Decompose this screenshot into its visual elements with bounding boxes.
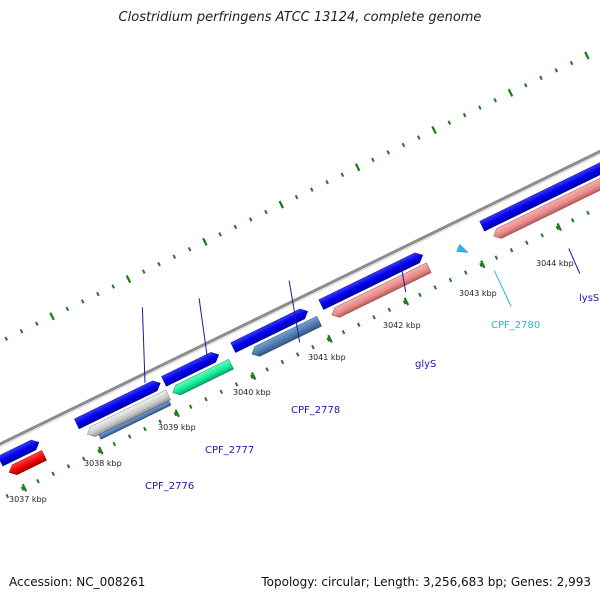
tick-labels: 3037 kbp 3038 kbp 3039 kbp 3040 kbp 3041… [9, 259, 574, 504]
inner-tick-ring [0, 165, 600, 521]
tick-label: 3037 kbp [9, 495, 47, 504]
reverse-strand-track [7, 174, 600, 477]
gene-label-cpf-2776[interactable]: CPF_2776 [145, 481, 194, 492]
tick-label: 3041 kbp [308, 353, 346, 362]
connector-cpf-2776 [141, 307, 146, 383]
genome-backbone [0, 99, 600, 499]
tick-label: 3038 kbp [84, 459, 122, 468]
connector-cpf-2780 [493, 270, 512, 307]
tick-label: 3042 kbp [383, 321, 421, 330]
cds-feature[interactable] [318, 250, 425, 310]
map-title: Clostridium perfringens ATCC 13124, comp… [118, 10, 482, 25]
cds-feature[interactable] [479, 160, 600, 232]
accession-label: Accession: NC_008261 [9, 575, 146, 589]
connector-lyss [568, 248, 581, 274]
tick-label: 3043 kbp [459, 289, 497, 298]
outer-tick-ring [0, 38, 600, 396]
gene-labels: CPF_2776 CPF_2777 CPF_2778 glyS CPF_2780… [145, 293, 599, 492]
cds-feature[interactable] [98, 400, 172, 440]
connector-cpf-2777 [198, 298, 209, 363]
tick-label: 3044 kbp [536, 259, 574, 268]
cds-feature[interactable] [329, 262, 432, 320]
connector-cpf-2778 [288, 280, 301, 343]
forward-strand-track [0, 160, 600, 467]
cds-feature[interactable] [454, 243, 469, 257]
cds-feature[interactable] [74, 378, 162, 430]
rna-feature[interactable] [7, 450, 47, 477]
cds-feature[interactable] [161, 350, 221, 387]
cds-feature[interactable] [0, 437, 41, 467]
cds-feature[interactable] [491, 174, 600, 241]
gene-label-glys[interactable]: glyS [415, 359, 436, 370]
tick-label: 3039 kbp [158, 423, 196, 432]
cds-feature[interactable] [170, 358, 234, 397]
tick-label: 3040 kbp [233, 388, 271, 397]
cds-feature[interactable] [249, 315, 322, 359]
gene-label-cpf-2777[interactable]: CPF_2777 [205, 445, 254, 456]
connector-glys [399, 261, 407, 293]
cds-feature[interactable] [230, 306, 310, 353]
gene-label-cpf-2778[interactable]: CPF_2778 [291, 405, 340, 416]
gene-label-cpf-2780[interactable]: CPF_2780 [491, 320, 540, 331]
gene-label-lyss[interactable]: lysS [579, 293, 599, 304]
genome-summary: Topology: circular; Length: 3,256,683 bp… [261, 575, 591, 589]
label-connectors [141, 248, 581, 383]
